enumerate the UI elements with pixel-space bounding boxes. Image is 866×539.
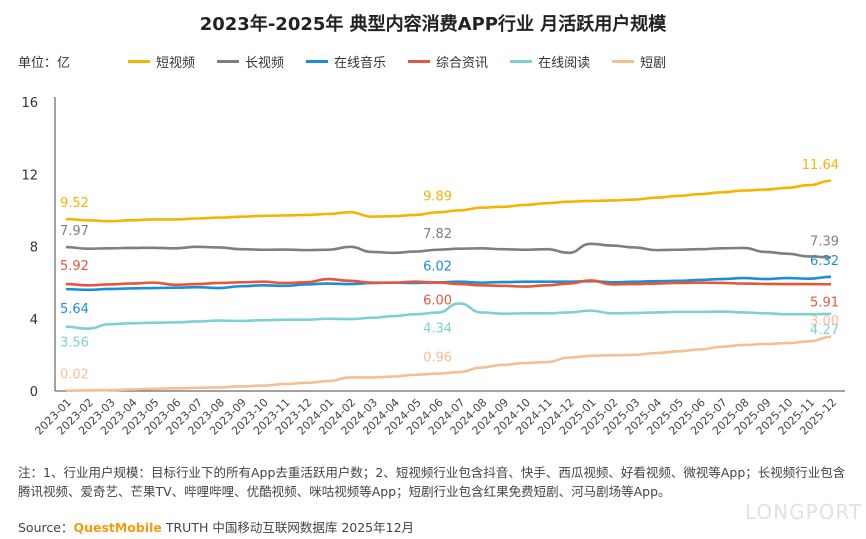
legend-swatch: [306, 60, 329, 63]
source-prefix: Source：: [18, 520, 74, 535]
series-line: [65, 277, 832, 288]
data-label: 6.32: [810, 254, 839, 269]
legend-item: 长视频: [217, 52, 284, 71]
legend-item: 短视频: [128, 52, 195, 71]
y-tick-label: 4: [30, 313, 38, 328]
legend-label: 综合资讯: [436, 56, 489, 71]
data-label: 11.64: [802, 158, 839, 173]
source-line: Source：QuestMobile TRUTH 中国移动互联网数据库 2025…: [18, 517, 414, 536]
chart-title: 2023年-2025年 典型内容消费APP行业 月活跃用户规模: [199, 14, 667, 35]
data-label: 7.39: [810, 235, 839, 250]
legend-label: 长视频: [245, 56, 285, 71]
data-label: 6.00: [423, 294, 452, 309]
legend-label: 短剧: [640, 56, 667, 71]
series-line: [65, 335, 832, 392]
legend-label: 在线阅读: [538, 56, 591, 71]
legend-item: 在线音乐: [306, 52, 386, 71]
legend: 短视频 长视频 在线音乐 综合资讯 在线阅读 短剧: [128, 52, 666, 71]
y-tick-label: 16: [21, 96, 38, 111]
legend-swatch: [128, 60, 150, 63]
legend-swatch: [408, 60, 431, 63]
legend-label: 在线音乐: [334, 56, 387, 71]
line-chart: 04812162023-012023-022023-032023-042023-…: [21, 96, 845, 438]
series-line: [65, 179, 832, 223]
legend-item: 在线阅读: [510, 52, 590, 71]
footnote: 注：1、行业用户规模：目标行业下的所有App去重活跃用户数；2、短视频行业包含抖…: [18, 465, 846, 499]
data-label: 4.34: [423, 322, 452, 337]
y-tick-label: 12: [21, 168, 38, 183]
data-label: 9.52: [60, 196, 89, 211]
legend-item: 综合资讯: [408, 52, 488, 71]
source-brand: QuestMobile: [73, 520, 162, 535]
series-line: [65, 242, 832, 259]
data-label: 3.00: [810, 314, 839, 329]
data-label: 5.91: [810, 295, 839, 310]
data-label: 0.02: [60, 368, 89, 383]
data-label: 5.92: [60, 259, 89, 274]
data-label: 3.56: [60, 336, 89, 351]
legend-label: 短视频: [156, 56, 196, 71]
source-rest: TRUTH 中国移动互联网数据库 2025年12月: [161, 520, 415, 535]
data-label: 7.97: [60, 224, 89, 239]
y-tick-label: 0: [30, 385, 38, 400]
data-label: 7.82: [423, 227, 452, 242]
series-line: [65, 302, 832, 330]
watermark: LONGPORT: [745, 500, 863, 524]
series-line: [65, 275, 832, 292]
y-tick-label: 8: [30, 241, 38, 256]
legend-swatch: [612, 60, 635, 63]
data-label: 9.89: [423, 189, 452, 204]
data-label: 0.96: [423, 351, 452, 366]
legend-swatch: [217, 60, 240, 63]
unit-label: 单位：亿: [18, 56, 71, 71]
legend-swatch: [510, 60, 533, 63]
data-label: 5.64: [60, 302, 89, 317]
data-label: 6.02: [423, 259, 452, 274]
data-label: 4.27: [810, 323, 839, 338]
legend-item: 短剧: [612, 52, 666, 71]
